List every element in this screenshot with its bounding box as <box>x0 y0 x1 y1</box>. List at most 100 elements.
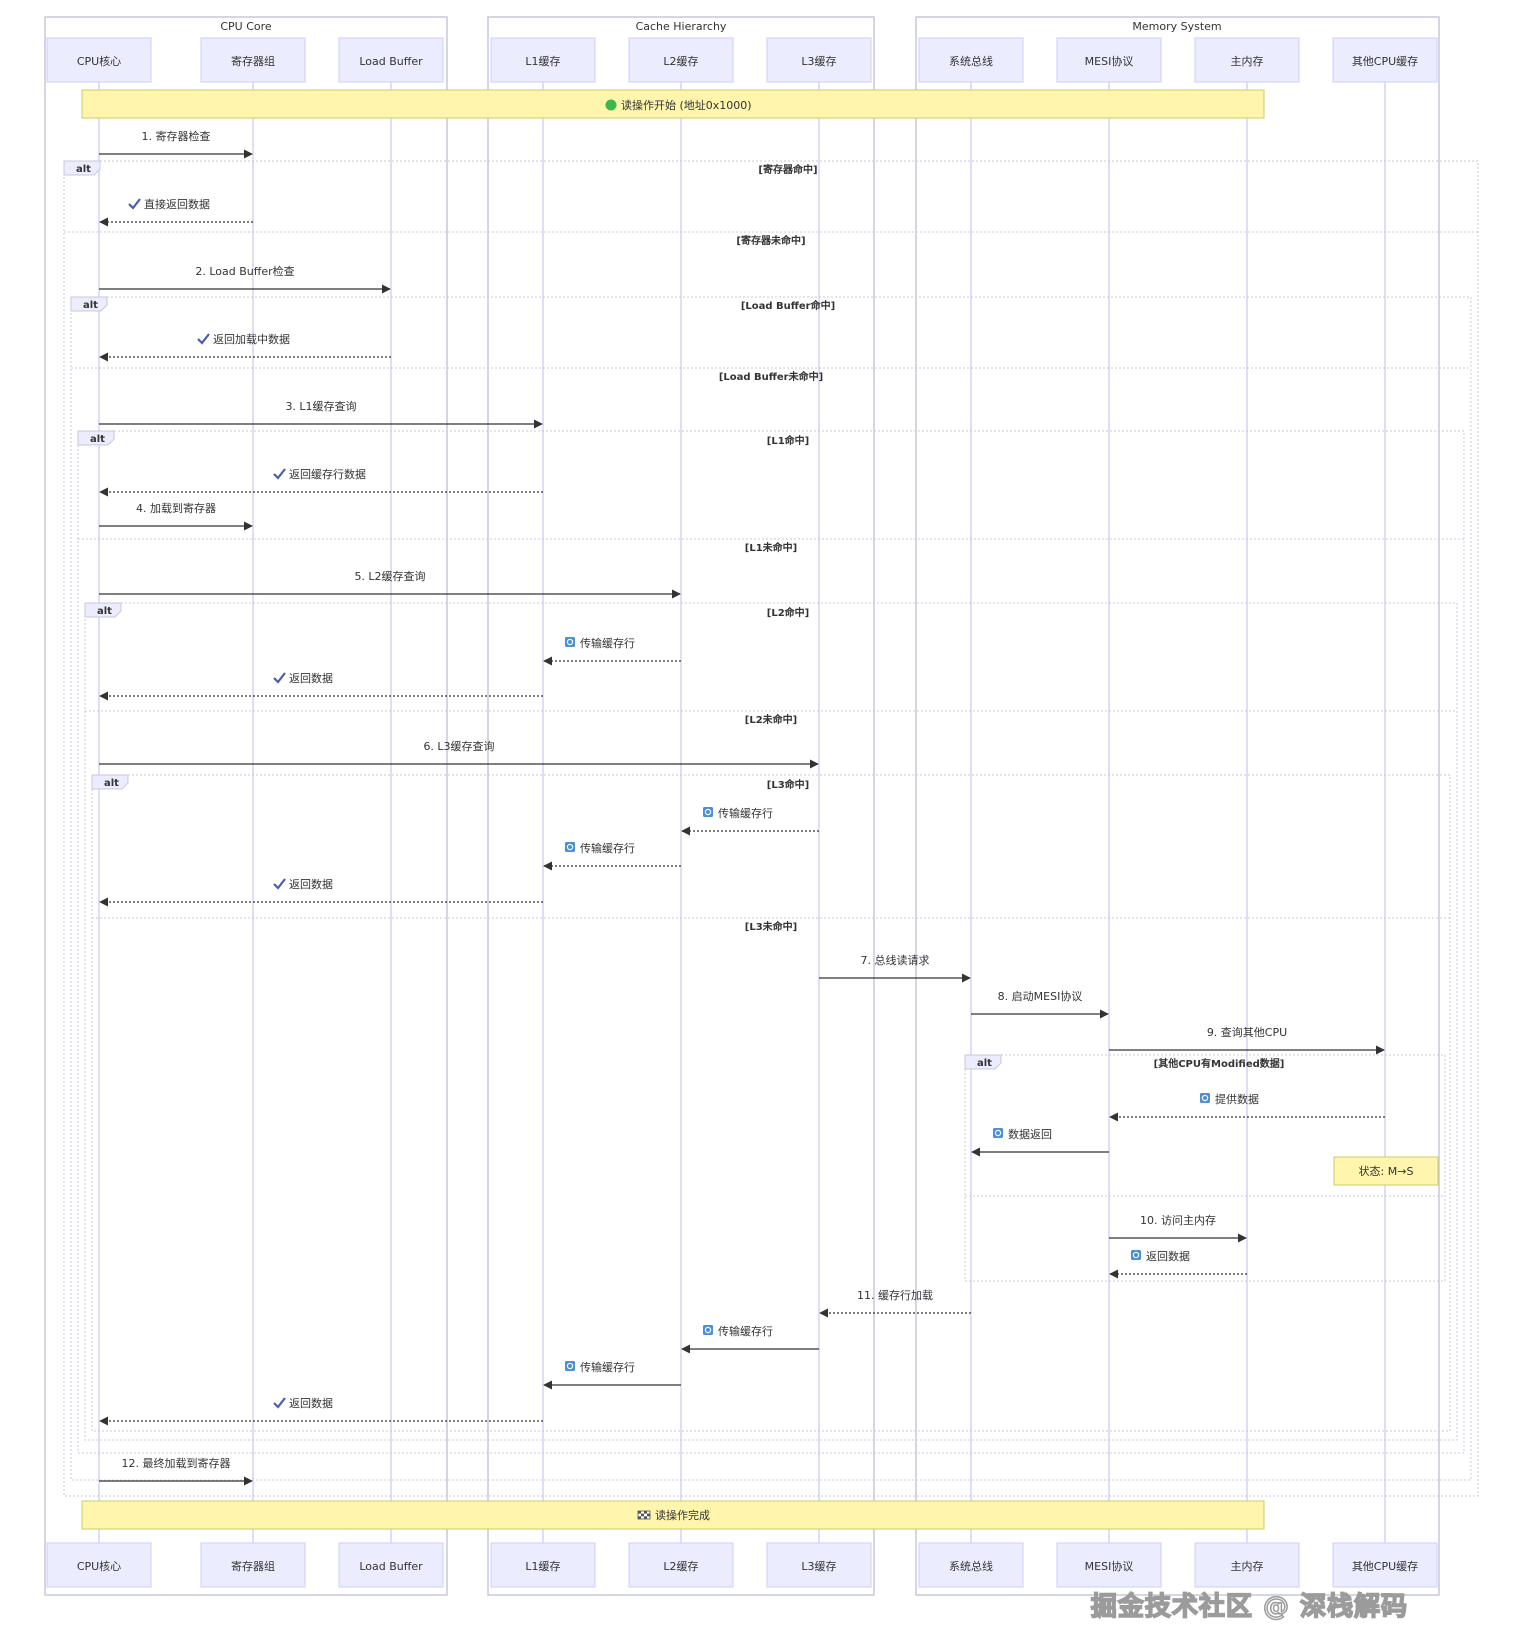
check-icon <box>273 878 286 890</box>
participant-reg[interactable]: 寄存器组 <box>200 37 306 83</box>
participant-mm[interactable]: 主内存 <box>1194 1542 1300 1588</box>
message-m1: 1. 寄存器检查 <box>99 129 253 159</box>
section-label: [L1未命中] <box>745 541 797 554</box>
note-state: 状态: M→S <box>1333 1156 1439 1186</box>
participant-label: MESI协议 <box>1085 1559 1134 1573</box>
check-icon <box>128 198 141 210</box>
message-label: 直接返回数据 <box>144 197 210 211</box>
alt-label: alt <box>83 300 98 311</box>
transfer-icon <box>1200 1093 1210 1103</box>
alt-label: alt <box>90 434 105 445</box>
message-label: 10. 访问主内存 <box>1140 1213 1216 1227</box>
alt-tab: alt <box>84 602 122 618</box>
alt-frame-l1 <box>77 430 1465 1454</box>
transfer-icon <box>1131 1250 1141 1260</box>
group-cpu-core: CPU Core <box>44 16 448 1596</box>
message-label: 返回数据 <box>289 1396 333 1410</box>
message-label: 返回数据 <box>1146 1249 1190 1263</box>
participant-cpu[interactable]: CPU核心 <box>46 1542 152 1588</box>
participant-bus[interactable]: 系统总线 <box>918 37 1024 83</box>
message-label: 12. 最终加载到寄存器 <box>122 1456 231 1470</box>
section-label: [L3命中] <box>767 778 809 791</box>
participant-l2[interactable]: L2缓存 <box>628 1542 734 1588</box>
message-m10: 返回数据 <box>99 671 543 701</box>
participant-lb[interactable]: Load Buffer <box>338 37 444 83</box>
check-icon <box>273 1397 286 1409</box>
message-label: 4. 加载到寄存器 <box>136 501 216 515</box>
section-label: [寄存器命中] <box>758 163 817 176</box>
message-label: 返回数据 <box>289 671 333 685</box>
participant-mm[interactable]: 主内存 <box>1194 37 1300 83</box>
section-label: [寄存器未命中] <box>736 234 805 247</box>
message-m12: 传输缓存行 <box>681 806 819 836</box>
message-m20: 10. 访问主内存 <box>1109 1213 1247 1243</box>
message-m19: 数据返回 <box>971 1127 1109 1157</box>
group-label: Memory System <box>1132 20 1221 33</box>
participant-mesi[interactable]: MESI协议 <box>1056 1542 1162 1588</box>
participant-l1[interactable]: L1缓存 <box>490 1542 596 1588</box>
message-label: 传输缓存行 <box>580 1360 635 1374</box>
alt-tab: alt <box>964 1054 1002 1070</box>
participant-l3[interactable]: L3缓存 <box>766 37 872 83</box>
message-m7: 4. 加载到寄存器 <box>99 501 253 531</box>
alt-tab: alt <box>70 296 108 312</box>
participant-mesi[interactable]: MESI协议 <box>1056 37 1162 83</box>
participant-cpu[interactable]: CPU核心 <box>46 37 152 83</box>
participant-label: Load Buffer <box>359 1560 423 1573</box>
note-text: 状态: M→S <box>1359 1164 1414 1178</box>
section-label: [Load Buffer未命中] <box>719 370 823 383</box>
note-end: 读操作完成 <box>81 1500 1265 1530</box>
transfer-icon-glyph <box>1201 1094 1209 1102</box>
participant-reg[interactable]: 寄存器组 <box>200 1542 306 1588</box>
message-label: 7. 总线读请求 <box>861 953 930 967</box>
lifelines <box>98 82 1386 1543</box>
section-label: [其他CPU有Modified数据] <box>1154 1057 1285 1070</box>
participant-lb[interactable]: Load Buffer <box>338 1542 444 1588</box>
participant-label: L2缓存 <box>663 54 698 68</box>
transfer-icon <box>565 1361 575 1371</box>
alt-frame-other-cpu <box>964 1054 1446 1282</box>
message-m8: 5. L2缓存查询 <box>99 569 681 599</box>
message-m14: 返回数据 <box>99 877 543 907</box>
message-label: 数据返回 <box>1008 1127 1052 1141</box>
note-text: 读操作开始 (地址0x1000) <box>621 98 752 112</box>
message-label: 5. L2缓存查询 <box>354 569 425 583</box>
message-m21: 返回数据 <box>1109 1249 1247 1279</box>
section-label: [L3未命中] <box>745 920 797 933</box>
participant-ocpu[interactable]: 其他CPU缓存 <box>1332 1542 1438 1588</box>
message-m13: 传输缓存行 <box>543 841 681 871</box>
message-label: 1. 寄存器检查 <box>142 129 211 143</box>
participant-bus[interactable]: 系统总线 <box>918 1542 1024 1588</box>
transfer-icon-glyph <box>994 1129 1002 1137</box>
participant-label: 主内存 <box>1231 1559 1264 1573</box>
message-label: 传输缓存行 <box>718 1324 773 1338</box>
transfer-icon-glyph <box>566 638 574 646</box>
message-m23: 传输缓存行 <box>681 1324 819 1354</box>
alt-tab: alt <box>91 774 129 790</box>
checker-flag-icon <box>637 1510 651 1520</box>
transfer-icon-glyph <box>566 1362 574 1370</box>
alt-label: alt <box>97 606 112 617</box>
watermark: 掘金技术社区 @ 深栈解码 <box>1090 1591 1408 1623</box>
transfer-icon-glyph <box>704 1326 712 1334</box>
participant-l2[interactable]: L2缓存 <box>628 37 734 83</box>
message-m15: 7. 总线读请求 <box>819 953 971 983</box>
transfer-icon <box>703 807 713 817</box>
participant-label: L3缓存 <box>801 54 836 68</box>
transfer-icon-glyph <box>704 808 712 816</box>
alt-tab: alt <box>63 160 101 176</box>
participant-label: Load Buffer <box>359 55 423 68</box>
participant-l3[interactable]: L3缓存 <box>766 1542 872 1588</box>
alt-frame-load-buffer <box>70 296 1472 1481</box>
section-label: [L2命中] <box>767 606 809 619</box>
participant-label: 寄存器组 <box>231 54 275 68</box>
participant-l1[interactable]: L1缓存 <box>490 37 596 83</box>
message-m4: 返回加载中数据 <box>99 332 391 362</box>
group-cache-hierarchy: Cache Hierarchy <box>487 16 875 1596</box>
group-memory-system: Memory System <box>915 16 1440 1596</box>
participant-ocpu[interactable]: 其他CPU缓存 <box>1332 37 1438 83</box>
group-label: CPU Core <box>220 20 272 33</box>
green-circle-icon <box>605 99 617 111</box>
